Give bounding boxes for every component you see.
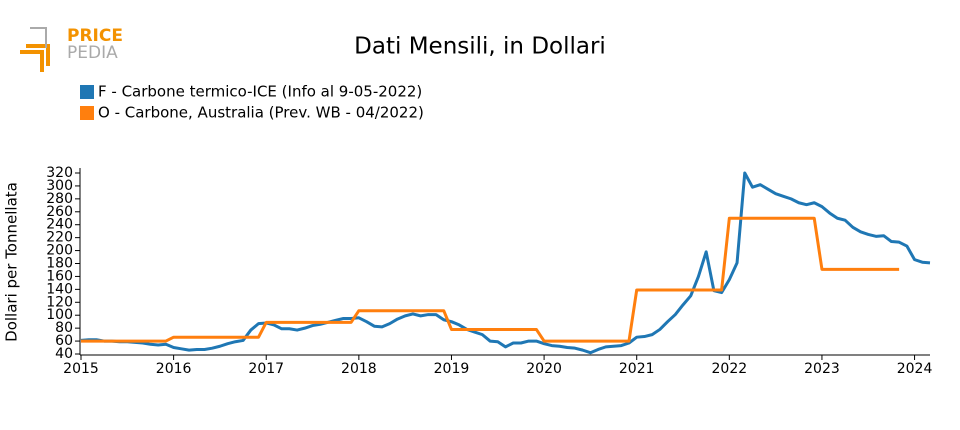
y-tick-label: 320 (46, 165, 73, 181)
y-axis-label: Dollari per Tonnellata (3, 182, 21, 342)
y-tick-label: 300 (46, 178, 73, 194)
y-tick-label: 100 (46, 307, 73, 323)
y-tick-label: 160 (46, 268, 73, 284)
x-tick-label: 2015 (63, 361, 99, 377)
legend-label: F - Carbone termico-ICE (Info al 9-05-20… (98, 83, 422, 101)
x-tick-label: 2016 (156, 361, 192, 377)
series-line (80, 171, 931, 355)
y-tick-label: 180 (46, 256, 73, 272)
y-tick-label: 140 (46, 281, 73, 297)
logo-text: PRICE (67, 26, 123, 46)
y-tick-label: 220 (46, 230, 73, 246)
x-tick-label: 2020 (526, 361, 562, 377)
x-tick-label: 2017 (248, 361, 284, 377)
x-tick-label: 2024 (897, 361, 933, 377)
y-tick-label: 200 (46, 243, 73, 259)
y-tick-label: 240 (46, 217, 73, 233)
chart-title: Dati Mensili, in Dollari (354, 34, 606, 60)
x-tick-label: 2019 (434, 361, 470, 377)
legend-swatch (80, 106, 94, 120)
x-tick-label: 2018 (341, 361, 377, 377)
legend-label: O - Carbone, Australia (Prev. WB - 04/20… (98, 104, 424, 122)
logo: PRICE PEDIA (20, 26, 123, 72)
x-tick-label: 2021 (619, 361, 655, 377)
logo-icon (20, 44, 50, 72)
y-tick-label: 60 (55, 333, 73, 349)
y-tick-label: 280 (46, 191, 73, 207)
logo-icon (30, 27, 47, 48)
y-tick-label: 120 (46, 294, 73, 310)
x-tick-label: 2023 (804, 361, 840, 377)
y-tick-label: 260 (46, 204, 73, 220)
legend-swatch (80, 85, 94, 99)
series-line (81, 216, 900, 343)
x-tick-label: 2022 (712, 361, 748, 377)
y-tick-label: 40 (55, 346, 73, 362)
y-tick-label: 80 (55, 320, 73, 336)
logo-text: PEDIA (67, 43, 118, 63)
